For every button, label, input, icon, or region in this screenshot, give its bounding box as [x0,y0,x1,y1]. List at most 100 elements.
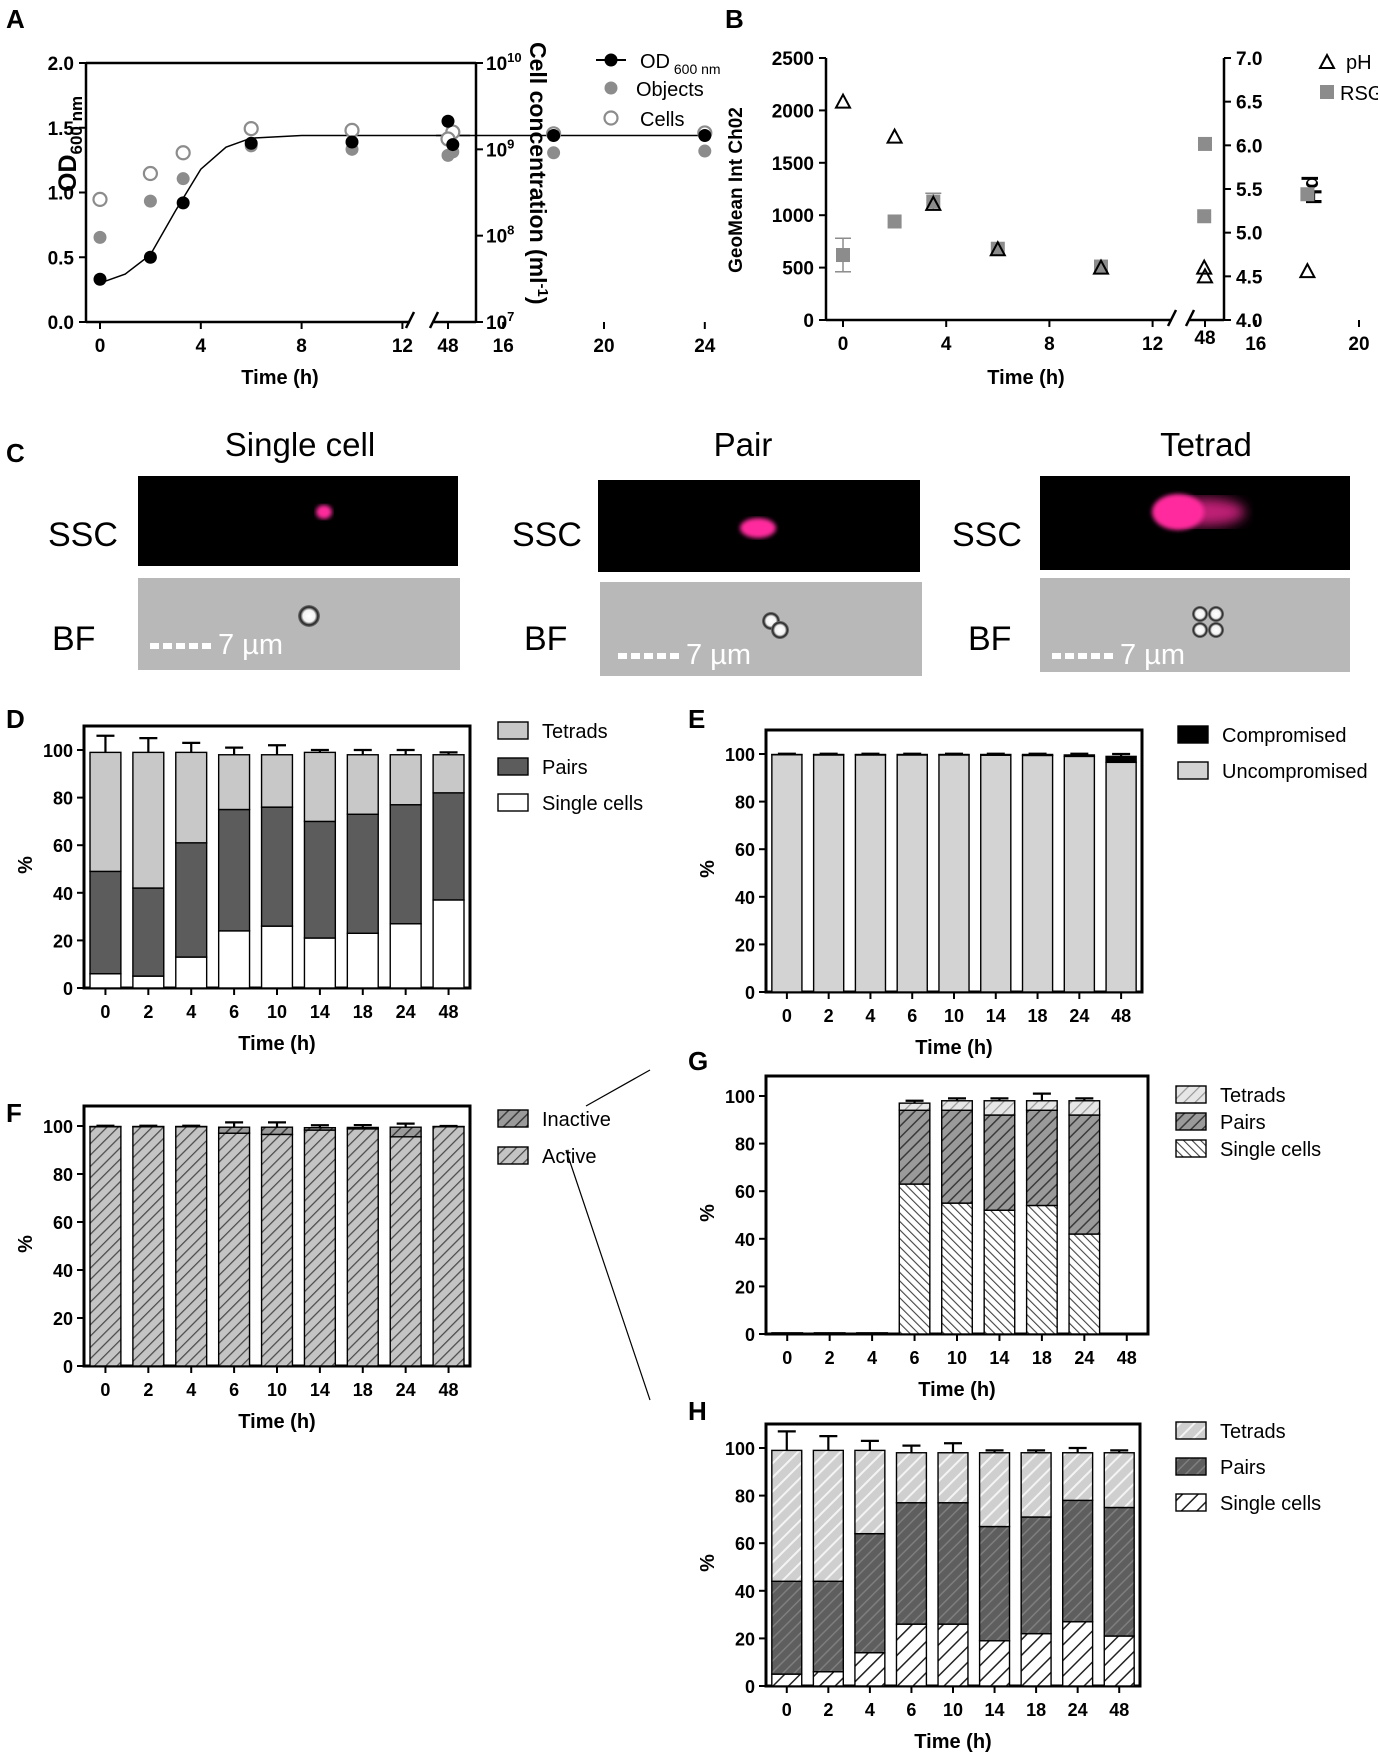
objects-point [547,146,561,160]
ssc-spot-pair [740,518,776,538]
x-tick-label: 4 [865,1700,875,1720]
bar-pairs [1103,1506,1135,1637]
x-tick-label: 0 [100,1380,110,1400]
legend-swatch-single-cells [1175,1493,1207,1512]
cells-point [142,165,158,182]
rsg-point [1197,209,1212,224]
bar-active [217,1132,251,1367]
x-tick-label: 6 [910,1348,920,1368]
y2-tick-label: 4.0 [1236,311,1262,332]
legend-swatch-compromised [1177,725,1209,744]
y2-tick-label: 4.5 [1236,267,1263,288]
legend-label-pairs: Pairs [542,757,588,779]
x-tick-label: 18 [1032,1348,1052,1368]
zoom-connector-bottom [565,1149,651,1401]
bar-tetrads [303,751,337,823]
x-tick-label: 48 [1194,328,1215,349]
panel-label-h: H [688,1396,707,1426]
legend-swatch-tetrads [497,721,529,740]
panel-label-g: G [688,1046,708,1076]
ph-point [924,194,942,211]
x-tick-label: 24 [396,1380,416,1400]
bar-single-cells [937,1623,969,1687]
bar-pairs [812,1580,844,1673]
legend-label-uncompromised: Uncompromised [1222,761,1368,783]
x-tick-label: 14 [310,1002,330,1022]
x-tick-label: 2 [825,1348,835,1368]
od-point [93,272,107,286]
x-tick-label: 6 [906,1700,916,1720]
bar-single-cells [895,1623,928,1687]
bar-tetrads [132,751,165,889]
y2-axis-title: Cell concentration (ml-1) [525,42,551,305]
legend-label-tetrads: Tetrads [1220,1421,1286,1443]
bar-pairs [941,1109,973,1204]
x-tick-label: 0 [782,1006,792,1026]
x-tick-label: 24 [1069,1006,1089,1026]
legend-swatch-inactive [497,1109,529,1128]
y-tick-label: 80 [735,1135,755,1155]
x-tick-label: 0 [95,336,106,357]
bar-uncompromised [1063,755,1096,993]
legend-swatch-active [497,1146,529,1165]
bar-tetrads [89,751,122,873]
x-tick-label: 6 [229,1002,239,1022]
bar-uncompromised [1021,754,1054,993]
bf-cell-single [298,605,320,627]
y2-tick-label: 5.5 [1236,180,1263,201]
x-tick-label: 6 [229,1380,239,1400]
ph-point [1196,267,1214,284]
legend-swatch-pairs [1175,1112,1207,1131]
ph-point [1298,261,1317,279]
row-label-bf-2: BF [524,620,567,658]
x-tick-label: 48 [439,1002,459,1022]
bar-single-cells [856,1332,889,1335]
bar-tetrads [978,1452,1011,1528]
bar-pairs [983,1114,1016,1211]
axis-break-mark [1184,309,1196,327]
bar-compromised [1105,755,1137,764]
x-tick-label: 2 [143,1002,153,1022]
fit-line [99,134,705,284]
ssc-spot-single-cell [316,505,332,519]
bar-pairs [389,804,422,925]
x-tick-label: 20 [1348,334,1369,355]
legend-label-inactive: Inactive [542,1109,611,1131]
axis-break-mark [1166,309,1178,327]
bar-uncompromised [896,754,928,993]
bar-uncompromised [980,754,1012,993]
legend-swatch-pairs [1175,1457,1207,1476]
bar-single-cells [389,923,422,989]
bar-active [389,1136,422,1367]
x-tick-label: 18 [353,1002,373,1022]
bar-tetrads [895,1452,928,1504]
y-tick-label: 60 [735,1534,755,1554]
bar-pairs [978,1525,1011,1642]
bar-active [132,1126,165,1367]
x-tick-label: 14 [989,1348,1009,1368]
legend-od-label: OD 600 nm [640,51,721,77]
y-tick-label: 20 [735,1277,755,1297]
bar-single-cells [432,899,465,989]
y-tick-label: 1000 [772,206,814,227]
bar-tetrads [812,1449,844,1582]
od-point [143,250,157,264]
x-tick-label: 2 [823,1700,833,1720]
x-tick-label: 0 [782,1700,792,1720]
ssc-spot-tetrad [1152,494,1204,530]
y-tick-label: 0 [745,1677,755,1697]
y-tick-label: 40 [735,1582,755,1602]
bar-tetrads [941,1100,973,1111]
od-point [176,196,190,210]
legend-label-pairs: Pairs [1220,1457,1266,1479]
bar-tetrads [1020,1452,1052,1518]
legend-swatch-tetrads [1175,1421,1207,1440]
legend-label-pairs: Pairs [1220,1112,1266,1134]
y-tick-label: 20 [53,931,73,951]
rsg-point [836,248,850,263]
legend-label-compromised: Compromised [1222,725,1346,747]
x-tick-label: 10 [267,1002,287,1022]
